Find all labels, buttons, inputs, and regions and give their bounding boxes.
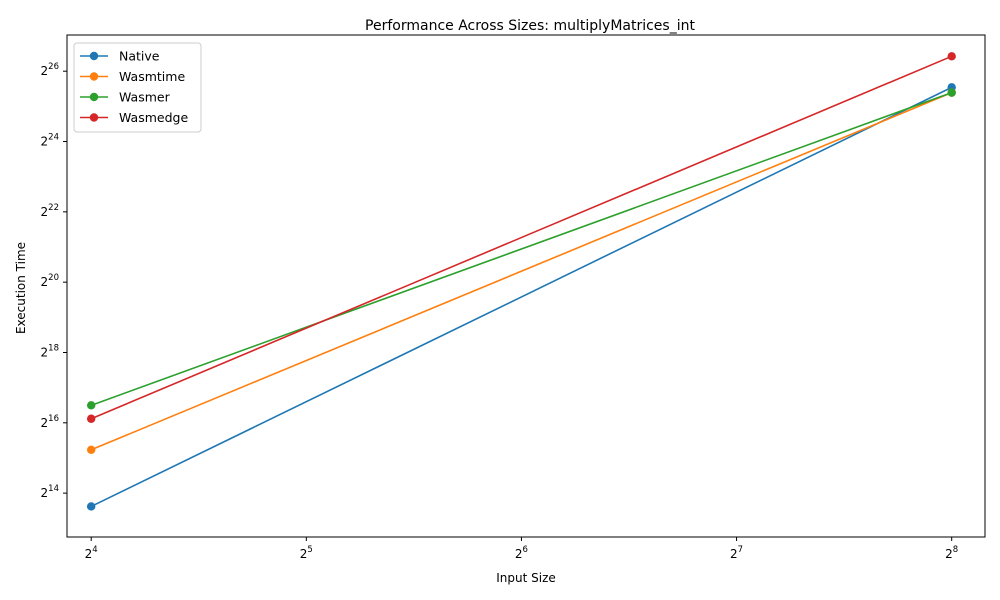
x-tick-exponent: 6 [523,545,528,555]
series-line-wasmer [90,91,952,407]
data-point-wasmedge [86,414,96,423]
y-tick-label: 216 [41,414,59,430]
y-tick-base: 2 [41,135,49,149]
series-line-native [90,86,953,508]
legend-box [73,42,202,133]
y-tick-exponent: 26 [48,62,59,72]
data-point-wasmer [947,88,956,97]
y-tick-exponent: 20 [48,273,59,283]
y-tick-label: 222 [41,203,59,219]
y-axis-label: Execution Time [14,242,28,334]
y-tick-exponent: 16 [48,414,59,424]
y-tick-label: 220 [41,273,59,289]
legend-label: Native [119,49,160,64]
data-point-wasmtime [86,445,96,454]
x-axis-label: Input Size [496,571,556,585]
y-tick-label: 218 [41,343,59,359]
series-line-wasmtime [90,91,953,451]
x-tick-label: 25 [300,545,313,561]
legend: Native Wasmtime Wasmer Wasmedge [73,42,202,133]
x-tick-label: 26 [515,545,528,561]
y-tick-base: 2 [41,416,49,430]
x-tick-label: 24 [85,545,98,561]
series-line-wasmedge [90,55,953,420]
x-tick-exponent: 5 [307,545,312,555]
legend-label: Wasmedge [119,110,188,125]
y-tick-exponent: 22 [48,203,59,213]
y-tick-base: 2 [41,64,49,78]
y-tick-base: 2 [41,275,49,289]
x-tick-label: 27 [730,545,743,561]
y-tick-base: 2 [41,345,49,359]
data-point-native [86,502,96,511]
x-tick-exponent: 8 [953,545,958,555]
x-tick-exponent: 4 [92,545,97,555]
legend-swatch-marker [89,51,99,61]
x-tick-base: 2 [85,547,93,561]
y-tick-base: 2 [41,205,49,219]
chart-title: Performance Across Sizes: multiplyMatric… [365,18,695,34]
y-tick-exponent: 14 [48,484,59,494]
legend-swatch-marker [89,113,99,122]
y-tick-label: 226 [41,62,59,78]
legend-label: Wasmer [119,90,171,105]
x-tick-base: 2 [300,547,308,561]
x-tick-exponent: 7 [738,545,743,555]
y-tick-exponent: 18 [48,343,59,353]
x-tick-base: 2 [515,547,523,561]
y-tick-label: 214 [41,484,59,500]
data-point-wasmedge [947,52,956,61]
legend-label: Wasmtime [119,69,185,84]
legend-swatch-marker [89,72,99,81]
y-tick-base: 2 [41,486,49,500]
axes-frame [66,34,986,538]
data-point-wasmer [86,401,96,410]
legend-swatch-marker [89,92,99,102]
y-tick-exponent: 24 [48,133,59,143]
x-tick-base: 2 [945,547,953,561]
y-tick-label: 224 [41,133,59,149]
x-tick-base: 2 [730,547,738,561]
x-tick-label: 28 [945,545,958,561]
